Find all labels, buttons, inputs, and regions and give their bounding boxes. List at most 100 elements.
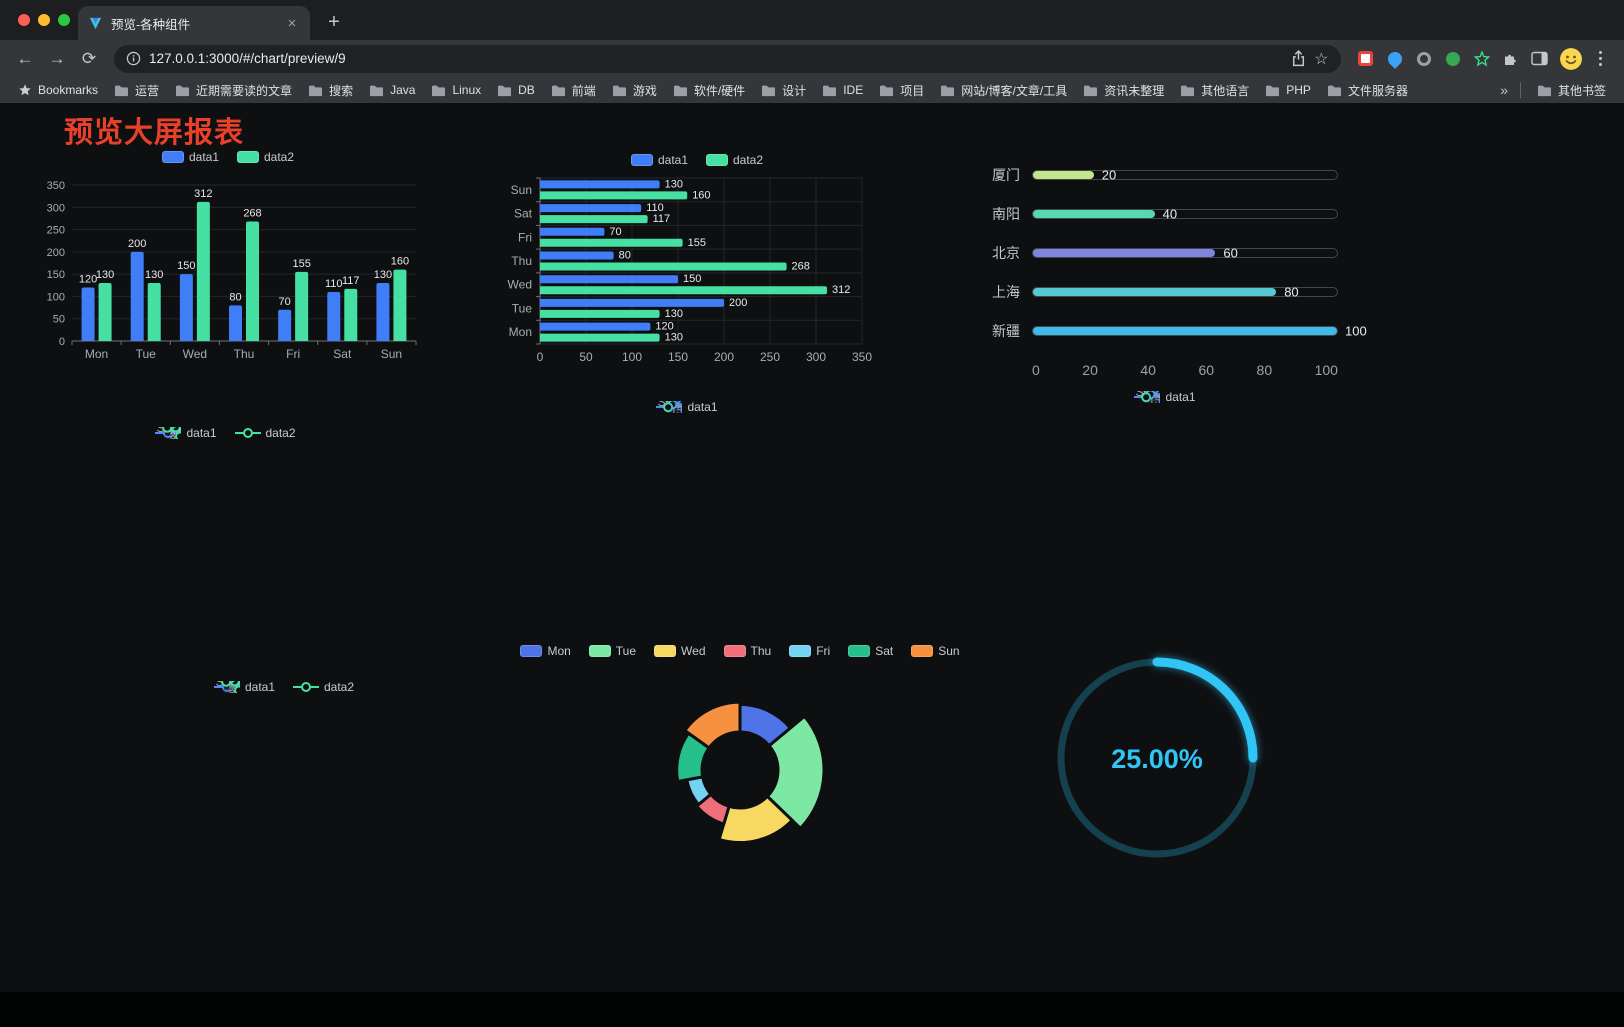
bookmark-folder[interactable]: 前端	[543, 79, 604, 102]
back-button[interactable]: ←	[16, 48, 34, 68]
bookmark-label: 文件服务器	[1347, 83, 1408, 98]
extension-icon-3[interactable]	[1415, 50, 1433, 68]
svg-text:250: 250	[170, 430, 181, 439]
bookmark-folder[interactable]: 游戏	[604, 79, 665, 102]
progress-value: 80	[1284, 284, 1299, 299]
two-series-line-canvas[interactable]	[28, 445, 423, 637]
legend-label: Wed	[681, 644, 706, 658]
legend-item-data2[interactable]: data2	[293, 680, 354, 694]
legend-item-Mon[interactable]: Mon	[520, 644, 571, 658]
share-icon[interactable]	[1291, 50, 1306, 67]
zoom-window-button[interactable]	[58, 14, 70, 26]
svg-text:0: 0	[537, 350, 544, 364]
progress-fill	[1033, 209, 1155, 218]
axis-tick-label: 60	[1198, 362, 1215, 378]
svg-text:110: 110	[646, 202, 664, 214]
bookmark-folder[interactable]: 其他语言	[1172, 79, 1257, 102]
browser-toolbar: ← → ⟳ 127.0.0.1:3000/#/chart/preview/9 ☆	[0, 40, 1624, 77]
extension-icon-1[interactable]	[1357, 50, 1375, 68]
legend-item-Fri[interactable]: Fri	[789, 644, 830, 658]
browser-tab[interactable]: 预览-各种组件 ×	[78, 6, 310, 40]
bookmark-folder[interactable]: Linux	[423, 80, 489, 100]
extension-icon-5[interactable]	[1473, 50, 1491, 68]
browser-menu-icon[interactable]	[1593, 50, 1609, 67]
site-info-icon[interactable]	[126, 51, 141, 66]
minimize-window-button[interactable]	[38, 14, 50, 26]
bookmark-folder[interactable]: 搜索	[300, 79, 361, 102]
bookmark-folder[interactable]: IDE	[814, 80, 871, 100]
extension-icon-4[interactable]	[1444, 50, 1462, 68]
svg-text:150: 150	[177, 260, 195, 272]
bookmark-folder[interactable]: Java	[361, 80, 423, 100]
close-window-button[interactable]	[18, 14, 30, 26]
svg-text:350: 350	[170, 438, 181, 439]
bookmark-folder[interactable]: DB	[489, 80, 543, 100]
legend-item-data1[interactable]: data1	[161, 150, 219, 164]
rose-donut-canvas[interactable]	[540, 663, 940, 873]
two-series-area-canvas[interactable]	[88, 699, 480, 886]
extension-icon-2[interactable]	[1384, 48, 1405, 69]
bookmark-folder[interactable]: 资讯未整理	[1075, 79, 1172, 102]
bookmark-folder[interactable]: 项目	[871, 79, 932, 102]
bookmark-folder[interactable]: PHP	[1257, 80, 1319, 100]
legend-label: data1	[687, 400, 718, 414]
page-content: 预览大屏报表 data1 data2 0 50 100 150 200 250 300 350 M…	[0, 103, 1624, 1027]
svg-text:200: 200	[229, 681, 240, 692]
bookmark-folder[interactable]: 近期需要读的文章	[167, 79, 300, 102]
legend-item-Tue[interactable]: Tue	[588, 644, 636, 658]
chart-gradient-line: 050100150200MonTueWedThuFriSatSundata1	[492, 395, 882, 610]
legend-item-data2[interactable]: data2	[706, 153, 763, 167]
legend-label: data1	[657, 153, 688, 167]
legend-item-Thu[interactable]: Thu	[723, 644, 771, 658]
progress-fill	[1033, 326, 1337, 335]
progress-row-上海: 上海 80	[980, 272, 1338, 311]
svg-text:150: 150	[683, 273, 701, 285]
progress-label: 北京	[992, 244, 1020, 261]
new-tab-button[interactable]: +	[328, 10, 340, 33]
other-bookmarks-folder[interactable]: 其他书签	[1529, 79, 1614, 102]
svg-text:117: 117	[653, 213, 671, 225]
legend-item-data1[interactable]: 050100150200MonTueWedThuFriSatSundata1	[656, 400, 718, 414]
legend-item-data1[interactable]: 050100150200250300350MonTueWedThuFriSatS…	[213, 680, 275, 694]
gauge-canvas[interactable]: 25.00%	[1035, 643, 1279, 873]
folder-icon	[1327, 85, 1341, 96]
chart-grouped-bar: data1 data2 0 50 100 150 200 250 300 350 Mon Tue We…	[28, 145, 428, 371]
svg-text:110: 110	[325, 278, 343, 290]
bookmark-folder[interactable]: 网站/博客/文章/工具	[932, 79, 1075, 102]
bookmark-folder[interactable]: 文件服务器	[1319, 79, 1416, 102]
profile-avatar[interactable]	[1559, 47, 1582, 70]
reload-button[interactable]: ⟳	[81, 48, 97, 68]
folder-icon	[498, 85, 512, 96]
bookmark-folder-list: 运营 近期需要读的文章 搜索 Java Linux DB 前端 游戏 软件/硬件 设计 IDE 项目 网…	[106, 79, 1496, 102]
svg-text:300: 300	[806, 350, 826, 364]
bookmark-folder[interactable]: 设计	[753, 79, 814, 102]
legend-item-Sun[interactable]: Sun	[911, 644, 960, 658]
url-text[interactable]: 127.0.0.1:3000/#/chart/preview/9	[149, 51, 346, 66]
legend-item-Wed[interactable]: Wed	[654, 644, 706, 658]
extensions-puzzle-icon[interactable]	[1502, 50, 1520, 68]
bookmarks-overflow-chevron[interactable]: »	[1500, 82, 1508, 98]
url-bar[interactable]: 127.0.0.1:3000/#/chart/preview/9 ☆	[114, 44, 1341, 73]
forward-button[interactable]: →	[48, 48, 66, 68]
legend-item-data1[interactable]: data1	[630, 153, 688, 167]
legend-label: data2	[264, 150, 295, 164]
legend-item-data1[interactable]: 050100150200MonTueWedThuFriSatSun1202001…	[1134, 390, 1196, 404]
gradient-line-canvas[interactable]	[492, 419, 882, 606]
svg-text:200: 200	[47, 247, 65, 259]
legend-item-data1[interactable]: 050100150200250300350MonTueWedThuFriSatS…	[155, 426, 217, 440]
grouped-bar-canvas[interactable]: 0 50 100 150 200 250 300 350 Mon Tue Wed Thu Fri Sat S…	[28, 169, 428, 367]
bookmarks-root-folder[interactable]: Bookmarks	[10, 80, 106, 100]
side-panel-icon[interactable]	[1531, 50, 1549, 68]
svg-text:Wed: Wed	[508, 278, 532, 292]
bookmark-folder[interactable]: 运营	[106, 79, 167, 102]
bookmark-star-icon[interactable]: ☆	[1314, 50, 1329, 68]
legend-item-Sat[interactable]: Sat	[848, 644, 893, 658]
bookmark-folder[interactable]: 软件/硬件	[665, 79, 753, 102]
area-line-canvas[interactable]	[972, 409, 1358, 591]
tab-close-icon[interactable]: ×	[287, 14, 297, 32]
progress-label: 南阳	[992, 205, 1020, 222]
legend-item-data2[interactable]: data2	[234, 426, 296, 440]
legend-item-data2[interactable]: data2	[237, 150, 294, 164]
svg-text:312: 312	[194, 188, 212, 200]
